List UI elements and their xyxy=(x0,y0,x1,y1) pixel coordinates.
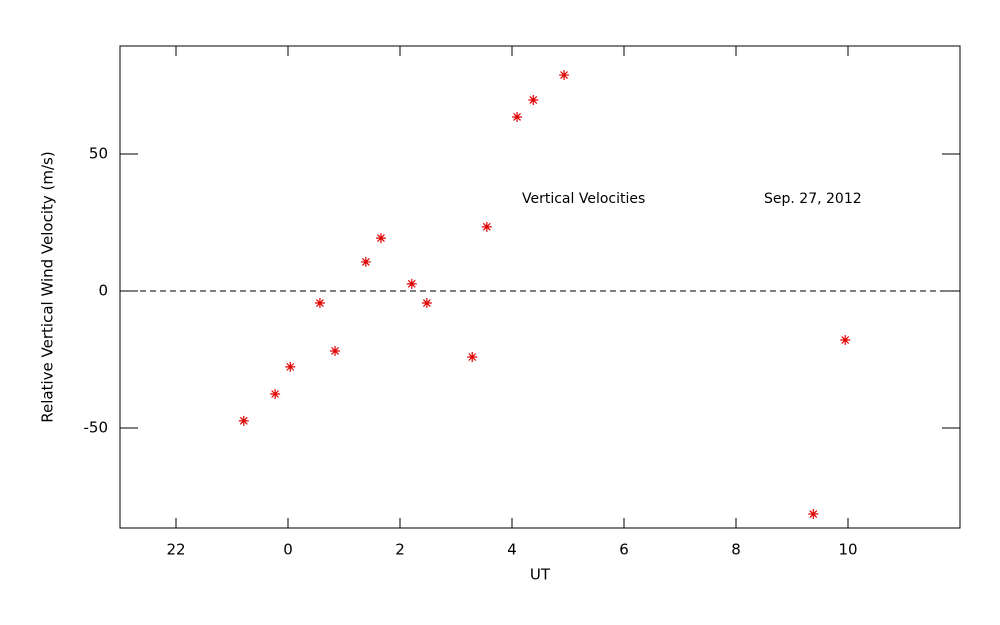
data-point xyxy=(467,352,478,363)
data-point xyxy=(840,335,851,346)
x-tick-label: 10 xyxy=(838,541,857,559)
y-tick-label: 0 xyxy=(98,281,108,299)
data-point xyxy=(330,345,341,356)
y-tick-label: -50 xyxy=(84,418,109,436)
data-point xyxy=(238,415,249,426)
data-point xyxy=(406,278,417,289)
annotation: Vertical Velocities xyxy=(522,191,645,207)
data-point xyxy=(421,298,432,309)
x-tick-label: 2 xyxy=(395,541,405,559)
annotation: Sep. 27, 2012 xyxy=(764,191,862,207)
x-tick-label: 0 xyxy=(283,541,293,559)
data-point xyxy=(314,298,325,309)
data-point xyxy=(808,509,819,520)
x-axis-label: UT xyxy=(530,566,551,584)
plot-frame xyxy=(119,45,961,529)
x-tick-label: 22 xyxy=(166,541,185,559)
data-point xyxy=(512,111,523,122)
x-tick-label: 8 xyxy=(731,541,741,559)
y-axis-label: Relative Vertical Wind Velocity (m/s) xyxy=(39,151,57,422)
data-point xyxy=(559,70,570,81)
x-tick-label: 6 xyxy=(619,541,629,559)
data-point xyxy=(481,221,492,232)
data-point xyxy=(285,361,296,372)
data-point xyxy=(528,94,539,105)
data-point xyxy=(360,256,371,267)
data-point xyxy=(270,389,281,400)
x-tick-label: 4 xyxy=(507,541,517,559)
data-point xyxy=(375,233,386,244)
y-tick-label: 50 xyxy=(89,144,108,162)
